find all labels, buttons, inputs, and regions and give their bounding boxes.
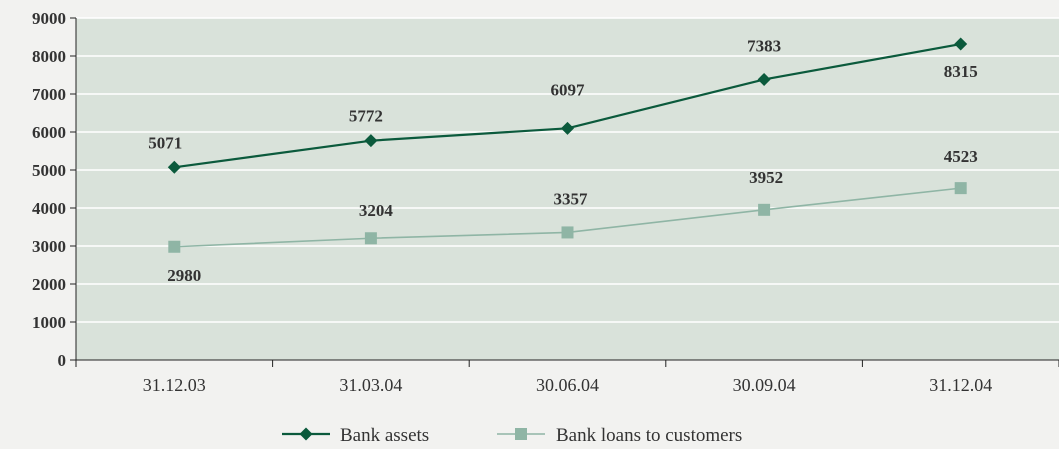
- marker-diamond: [167, 160, 181, 174]
- y-tick-label: 4000: [32, 199, 66, 218]
- data-label: 3952: [749, 168, 783, 187]
- x-tick-label: 30.09.04: [733, 375, 796, 395]
- y-tick-label: 1000: [32, 313, 66, 332]
- y-tick-label: 0: [58, 351, 67, 370]
- y-tick-label: 6000: [32, 123, 66, 142]
- y-tick-label: 2000: [32, 275, 66, 294]
- x-axis-ticks: 31.12.03 31.03.04 30.06.04 30.09.04 31.12.04: [75, 360, 1059, 395]
- marker-square: [364, 232, 377, 245]
- y-axis-ticks: 0 1000 2000 3000 4000 5000 6000 7000 8000 9000: [32, 9, 76, 370]
- legend: Bank assets Bank loans to customers: [282, 425, 742, 446]
- data-label: 7383: [747, 36, 781, 55]
- marker-square: [561, 226, 574, 239]
- x-tick-label: 30.06.04: [536, 375, 599, 395]
- marker-diamond: [954, 37, 968, 51]
- y-tick-label: 3000: [32, 237, 66, 256]
- x-tick-label: 31.12.03: [143, 375, 206, 395]
- data-label: 3357: [554, 189, 589, 208]
- marker-diamond: [364, 134, 378, 148]
- plot-area: [76, 18, 1059, 360]
- legend-label: Bank loans to customers: [556, 425, 742, 444]
- y-tick-label: 9000: [32, 9, 66, 28]
- y-tick-label: 7000: [32, 85, 66, 104]
- marker-square: [758, 203, 771, 216]
- marker-square: [954, 182, 967, 195]
- data-label: 6097: [551, 80, 586, 99]
- y-tick-label: 5000: [32, 161, 66, 180]
- marker-diamond: [299, 427, 313, 441]
- data-label: 4523: [944, 147, 978, 166]
- data-labels: 5071 5772 6097 7383 8315 2980 3204 3357 3952 4523: [148, 36, 977, 284]
- marker-square: [168, 240, 181, 253]
- axes: [75, 18, 1059, 361]
- series: [167, 37, 968, 253]
- x-tick-label: 31.03.04: [339, 375, 402, 395]
- data-label: 3204: [359, 201, 394, 220]
- data-label: 2980: [167, 266, 201, 285]
- marker-diamond: [757, 72, 771, 86]
- data-label: 5772: [349, 107, 383, 126]
- marker-square: [515, 428, 527, 440]
- marker-diamond: [561, 121, 574, 135]
- x-tick-label: 31.12.04: [929, 375, 992, 395]
- y-tick-label: 8000: [32, 47, 66, 66]
- data-label: 5071: [148, 133, 182, 152]
- legend-label: Bank assets: [340, 425, 429, 444]
- data-label: 8315: [944, 62, 978, 81]
